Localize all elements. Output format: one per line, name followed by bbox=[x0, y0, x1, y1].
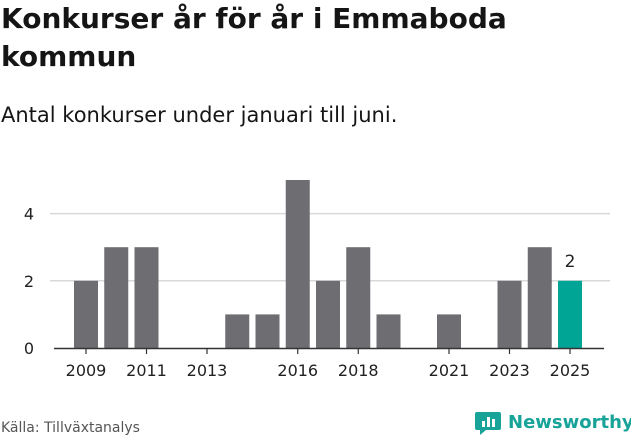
data-labels: 2 bbox=[565, 252, 576, 272]
chart-title: Konkurser år för år i Emmaboda kommun bbox=[1, 2, 507, 73]
bar-2025 bbox=[558, 280, 582, 348]
x-tick-label: 2021 bbox=[429, 361, 470, 380]
bar-2024 bbox=[527, 247, 552, 348]
x-tick-label: 2018 bbox=[338, 361, 379, 380]
y-tick-label: 4 bbox=[24, 205, 34, 224]
logo-text: Newsworthy bbox=[508, 411, 631, 433]
x-axis-ticks: 2009 2011 2013 2016 2018 2021 2023 2025 bbox=[54, 347, 604, 380]
data-label: 2 bbox=[565, 252, 576, 272]
newsworthy-logo-icon bbox=[475, 412, 501, 435]
bar-2011 bbox=[134, 247, 159, 348]
bar-2018 bbox=[346, 247, 371, 348]
chart-subtitle: Antal konkurser under januari till juni. bbox=[1, 103, 398, 127]
grid-lines bbox=[50, 212, 610, 282]
y-tick-label: 0 bbox=[24, 339, 34, 358]
bar-2014 bbox=[225, 314, 250, 348]
x-tick-label: 2025 bbox=[550, 361, 591, 380]
bar-2009 bbox=[74, 280, 98, 348]
bar-2019 bbox=[376, 314, 401, 348]
bar-2010 bbox=[104, 247, 129, 348]
bar-2021 bbox=[437, 314, 461, 348]
bar-chart: 0 2 4 2009 2011 2013 2016 2018 2021 2023 2025 2 bbox=[24, 180, 610, 380]
y-axis-ticks: 0 2 4 bbox=[24, 205, 34, 358]
x-tick-label: 2011 bbox=[126, 361, 167, 380]
x-tick-label: 2009 bbox=[66, 361, 107, 380]
x-tick-label: 2013 bbox=[187, 361, 228, 380]
bar-2016 bbox=[285, 180, 310, 348]
bar-2023 bbox=[497, 280, 522, 348]
x-tick-label: 2016 bbox=[277, 361, 318, 380]
bars bbox=[74, 180, 582, 348]
y-tick-label: 2 bbox=[24, 272, 34, 291]
source-note: Källa: Tillväxtanalys bbox=[1, 420, 140, 436]
newsworthy-logo[interactable]: Newsworthy bbox=[474, 407, 631, 437]
bar-2017 bbox=[316, 280, 340, 348]
bar-2015 bbox=[255, 314, 280, 348]
x-tick-label: 2023 bbox=[489, 361, 530, 380]
